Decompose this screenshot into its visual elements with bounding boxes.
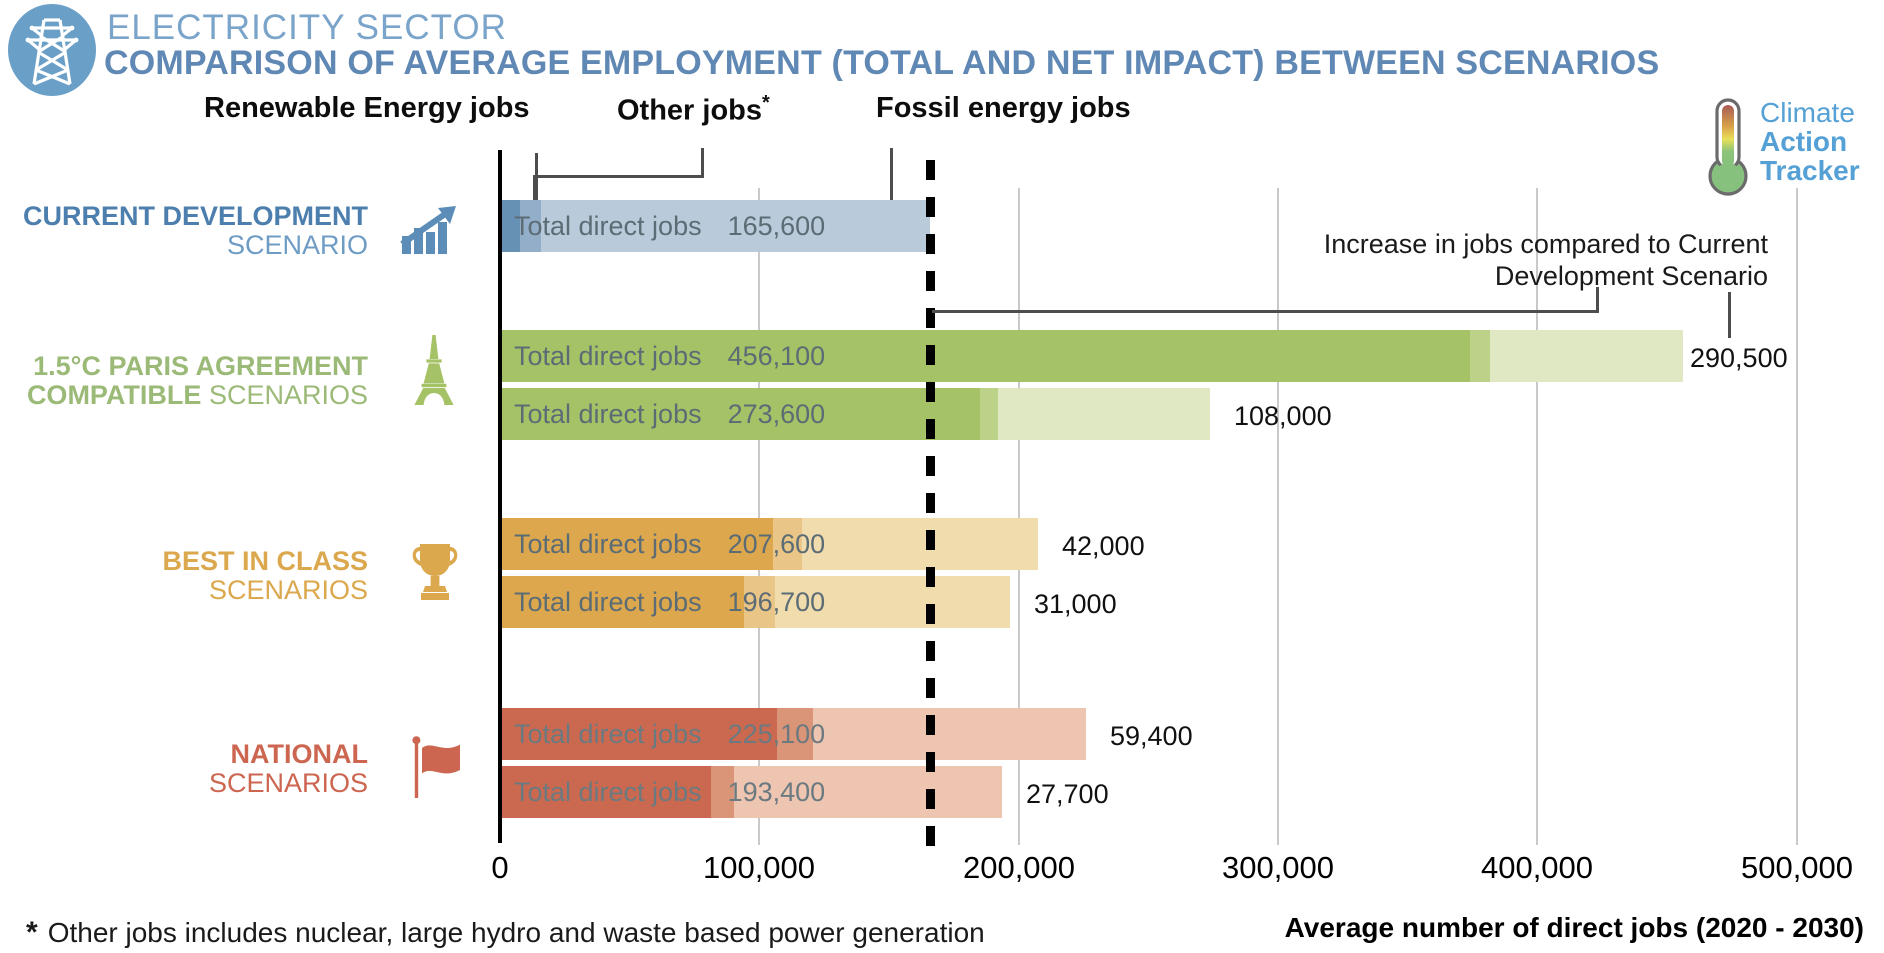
power-pylon-icon [25,18,79,86]
scenario-label-paris-agreement: 1.5°C PARIS AGREEMENT COMPATIBLE SCENARI… [26,351,368,410]
scenario-label-best-in-class: BEST IN CLASS SCENARIOS [162,546,368,605]
gridline-400k [1536,188,1538,845]
segment-fossil [1490,330,1683,382]
current-total-reference-line [926,160,935,852]
climate-action-tracker-logo: Climate Action Tracker [1700,96,1884,196]
segment-renewable [502,576,744,628]
legend-renewable-label: Renewable Energy jobs [204,92,530,124]
segment-other [980,388,998,440]
segment-fossil [734,766,1002,818]
gridline-300k [1277,188,1279,845]
bar-value-label: Total direct jobs 456,100 [514,340,826,371]
segment-other [744,576,775,628]
thermometer-icon [1708,98,1748,196]
segment-fossil [541,200,930,252]
trophy-icon [412,544,458,600]
bar-current-development: Total direct jobs 165,600 [502,200,930,252]
x-tick-0: 0 [491,850,509,885]
x-tick-200k: 200,000 [962,850,1076,885]
scenario-label-national: NATIONAL SCENARIOS [208,739,368,798]
gridline-100k [758,188,760,845]
increase-value: 290,500 [1690,343,1788,373]
segment-other [711,766,734,818]
legend-fossil-label: Fossil energy jobs [876,92,1131,124]
bar-national-1: Total direct jobs 225,100 [502,708,1086,760]
segment-other [1470,330,1490,382]
increase-value: 108,000 [1234,401,1332,431]
segment-fossil [998,388,1210,440]
electricity-sector-badge [8,4,96,96]
bar-paris-1: Total direct jobs 456,100 [502,330,1683,382]
scenario-label-current-development: CURRENT DEVELOPMENT SCENARIO [22,201,368,260]
legend-leader-fossil [890,148,893,200]
bar-best-in-class-2: Total direct jobs 196,700 [502,576,1010,628]
segment-renewable [502,708,777,760]
increase-value: 42,000 [1062,531,1145,561]
segment-renewable [502,518,773,570]
eiffel-tower-icon [414,335,454,405]
segment-fossil [775,576,1010,628]
annotation-leader-vertical [1596,287,1599,313]
segment-fossil [802,518,1038,570]
y-axis-line [498,150,502,843]
flag-icon [412,736,460,798]
increase-annotation: Increase in jobs compared to Current Dev… [1323,229,1768,291]
segment-renewable [502,200,520,252]
gridline-500k [1796,188,1798,845]
bar-national-2: Total direct jobs 193,400 [502,766,1002,818]
footnote-asterisk: * [762,92,770,114]
bar-chart-arrow-icon [400,206,456,254]
footnote-marker: * [26,916,38,949]
x-tick-400k: 400,000 [1480,850,1594,885]
gridline-200k [1018,188,1020,845]
logo-word-tracker: Tracker [1760,155,1860,186]
segment-renewable [502,388,980,440]
increase-value: 27,700 [1026,779,1109,809]
x-tick-100k: 100,000 [702,850,816,885]
segment-renewable [502,766,711,818]
annotation-leader-to-value [1728,292,1731,338]
logo-word-action: Action [1760,126,1848,157]
legend-leader-other-v2 [533,178,536,202]
segment-renewable [502,330,1470,382]
footnote: * Other jobs includes nuclear, large hydr… [26,916,985,949]
bar-value-label: Total direct jobs 165,600 [514,210,826,241]
bar-value-label: Total direct jobs 273,600 [514,398,826,429]
annotation-leader-horizontal [932,310,1599,313]
segment-other [773,518,802,570]
bar-value-label: Total direct jobs 196,700 [514,586,826,617]
page-title: COMPARISON OF AVERAGE EMPLOYMENT (TOTAL … [104,44,1660,82]
x-tick-500k: 500,000 [1740,850,1854,885]
legend-leader-other-h [533,175,704,178]
legend-other-label: Other jobs* [617,92,770,127]
increase-value: 59,400 [1110,721,1193,751]
legend-leader-other-v1 [701,148,704,178]
segment-other [520,200,541,252]
increase-value: 31,000 [1034,589,1117,619]
logo-word-climate: Climate [1760,97,1855,128]
bar-value-label: Total direct jobs 225,100 [514,718,826,749]
bar-value-label: Total direct jobs 193,400 [514,776,826,807]
x-tick-300k: 300,000 [1221,850,1335,885]
segment-other [777,708,813,760]
bar-value-label: Total direct jobs 207,600 [514,528,826,559]
segment-fossil [813,708,1086,760]
bar-best-in-class-1: Total direct jobs 207,600 [502,518,1038,570]
sector-title: ELECTRICITY SECTOR [107,8,507,47]
bar-paris-2: Total direct jobs 273,600 [502,388,1210,440]
x-axis-title: Average number of direct jobs (2020 - 20… [1284,912,1864,943]
